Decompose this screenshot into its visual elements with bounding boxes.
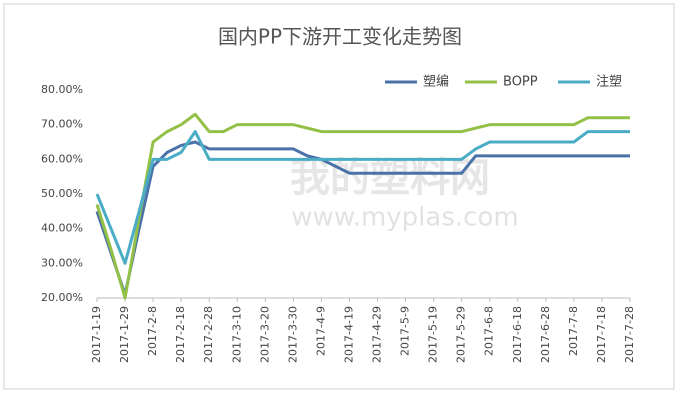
x-tick-label: 2017-3-30 bbox=[286, 306, 299, 363]
x-tick-label: 2017-7-18 bbox=[595, 306, 608, 363]
watermark: www.myplas.com bbox=[291, 203, 518, 233]
legend-label: 塑编 bbox=[423, 75, 449, 90]
x-tick-label: 2017-2-18 bbox=[174, 306, 187, 363]
y-tick-label: 30.00% bbox=[41, 256, 83, 269]
series-line bbox=[95, 112, 630, 300]
chart-title: 国内PP下游开工变化走势图 bbox=[218, 25, 462, 49]
x-tick-label: 2017-1-29 bbox=[118, 306, 131, 363]
x-tick-label: 2017-4-29 bbox=[371, 306, 384, 363]
x-tick-label: 2017-6-8 bbox=[483, 306, 496, 356]
x-tick-label: 2017-7-8 bbox=[567, 306, 580, 356]
x-tick-label: 2017-6-28 bbox=[539, 306, 552, 363]
legend-label: 注塑 bbox=[596, 75, 622, 90]
y-tick-label: 20.00% bbox=[41, 291, 83, 304]
legend-label: BOPP bbox=[503, 75, 538, 90]
x-tick-label: 2017-5-9 bbox=[399, 306, 412, 356]
series-line bbox=[95, 130, 630, 265]
x-tick-label: 2017-3-20 bbox=[258, 306, 271, 363]
x-tick-label: 2017-1-19 bbox=[90, 306, 103, 363]
y-tick-label: 70.00% bbox=[41, 118, 83, 131]
watermark: 我的塑料网 bbox=[290, 155, 490, 201]
x-tick-label: 2017-5-19 bbox=[427, 306, 440, 363]
chart-frame bbox=[3, 3, 675, 390]
x-tick-label: 2017-4-9 bbox=[314, 306, 327, 356]
x-tick-label: 2017-7-28 bbox=[623, 306, 636, 363]
y-tick-label: 40.00% bbox=[41, 222, 83, 235]
y-tick-label: 50.00% bbox=[41, 187, 83, 200]
x-tick-label: 2017-6-18 bbox=[511, 306, 524, 363]
x-tick-label: 2017-4-19 bbox=[342, 306, 355, 363]
x-tick-label: 2017-3-10 bbox=[230, 306, 243, 363]
x-tick-label: 2017-5-29 bbox=[455, 306, 468, 363]
y-tick-label: 60.00% bbox=[41, 152, 83, 165]
x-tick-label: 2017-2-28 bbox=[202, 306, 215, 363]
y-tick-label: 80.00% bbox=[41, 83, 83, 96]
x-tick-label: 2017-2-8 bbox=[146, 306, 159, 356]
